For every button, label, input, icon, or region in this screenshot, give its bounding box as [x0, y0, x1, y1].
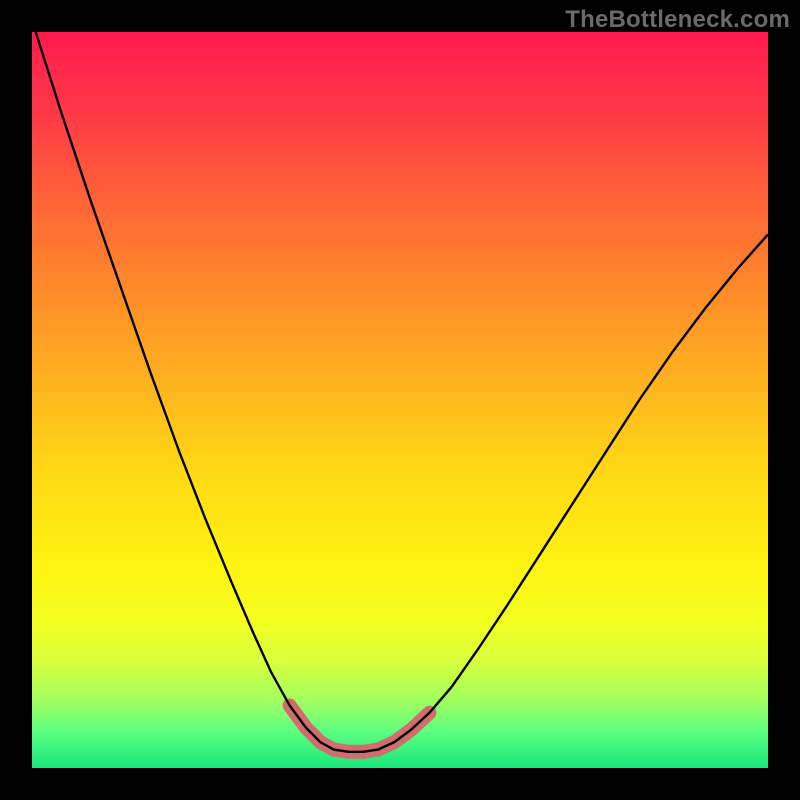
chart-frame: TheBottleneck.com	[0, 0, 800, 800]
plot-area	[32, 32, 768, 768]
main-curve	[36, 32, 768, 752]
curve-layer	[32, 32, 768, 768]
watermark-text: TheBottleneck.com	[565, 6, 790, 34]
valley-highlight	[290, 705, 430, 751]
